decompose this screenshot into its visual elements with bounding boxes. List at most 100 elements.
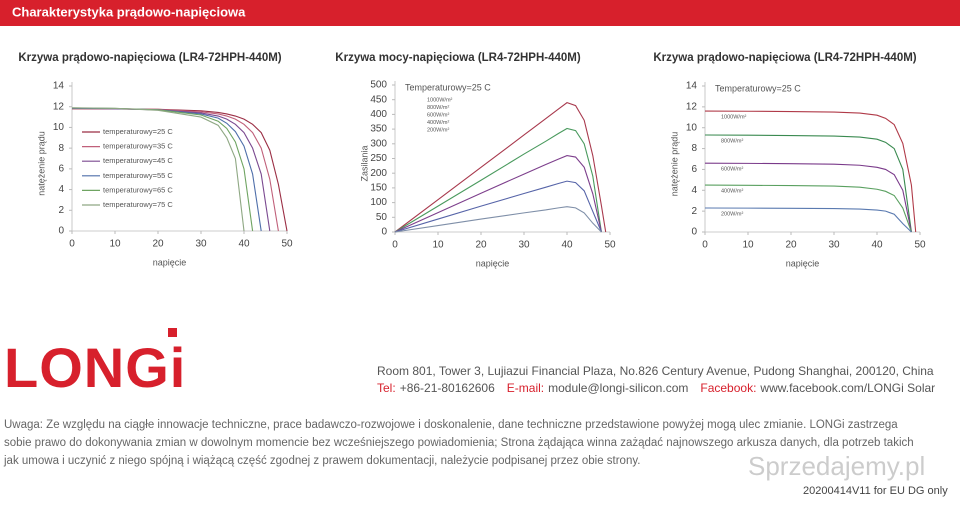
contact-value: www.facebook.com/LONGi Solar — [759, 381, 935, 395]
x-tick-label: 10 — [432, 240, 444, 251]
legend-label: temperaturowy=65 C — [103, 185, 173, 194]
y-tick-label: 500 — [370, 80, 387, 91]
y-tick-label: 12 — [686, 101, 698, 112]
chart-title: Krzywa prądowo-napięciowa (LR4-72HPH-440… — [653, 52, 916, 64]
legend-label: 200W/m² — [721, 211, 743, 217]
y-tick-label: 400 — [370, 109, 387, 120]
legend-label: temperaturowy=35 C — [103, 142, 173, 151]
legend-label: 600W/m² — [721, 167, 743, 173]
series-line — [394, 180, 602, 233]
series-line — [704, 207, 912, 233]
disclaimer-line: Uwaga: Ze względu na ciągłe innowacje te… — [4, 419, 898, 431]
header-bar — [0, 0, 960, 26]
legend-label: temperaturowy=45 C — [103, 156, 173, 165]
y-tick-label: 4 — [691, 185, 697, 196]
x-tick-label: 0 — [392, 240, 398, 251]
y-axis-label: Zasilania — [359, 145, 369, 181]
series-line — [71, 107, 245, 232]
x-tick-label: 40 — [238, 239, 250, 250]
legend-label: 1000W/m² — [427, 97, 453, 103]
x-axis-label: napięcie — [476, 258, 510, 268]
x-tick-label: 20 — [785, 240, 797, 251]
legend-label: temperaturowy=75 C — [103, 200, 173, 209]
x-tick-label: 50 — [281, 239, 293, 250]
y-tick-label: 4 — [58, 184, 64, 195]
x-tick-label: 10 — [742, 240, 754, 251]
contact-label: E-mail: — [507, 381, 544, 395]
y-tick-label: 2 — [58, 205, 64, 216]
x-tick-label: 10 — [109, 239, 121, 250]
x-tick-label: 50 — [914, 240, 926, 251]
x-tick-label: 20 — [152, 239, 164, 250]
y-axis-label: natężenie prądu — [36, 131, 46, 196]
legend-label: 800W/m² — [721, 138, 743, 144]
y-tick-label: 8 — [691, 143, 697, 154]
legend-label: 800W/m² — [427, 105, 449, 111]
x-tick-label: 30 — [195, 239, 207, 250]
logo-accent — [168, 328, 177, 337]
x-tick-label: 40 — [871, 240, 883, 251]
legend-label: 1000W/m² — [721, 114, 747, 120]
contact-value: +86-21-80162606 — [400, 381, 495, 395]
y-tick-label: 100 — [370, 197, 387, 208]
contact-value: module@longi-silicon.com — [548, 381, 688, 395]
logo: LONGi — [4, 336, 186, 399]
series-line — [394, 154, 602, 233]
legend-label: 200W/m² — [427, 127, 449, 133]
contact-label: Facebook: — [700, 381, 756, 395]
series-line — [704, 184, 912, 233]
address: Room 801, Tower 3, Lujiazui Financial Pl… — [377, 364, 934, 378]
version: 20200414V11 for EU DG only — [803, 485, 948, 497]
x-tick-label: 0 — [69, 239, 75, 250]
y-tick-label: 300 — [370, 138, 387, 149]
x-tick-label: 20 — [475, 240, 487, 251]
series-line — [704, 110, 917, 233]
y-tick-label: 14 — [686, 81, 698, 92]
x-tick-label: 30 — [518, 240, 530, 251]
y-tick-label: 0 — [381, 227, 387, 238]
contacts: Tel: +86-21-80162606 E-mail: module@longi-s… — [377, 381, 935, 395]
y-tick-label: 8 — [58, 143, 64, 154]
x-axis-label: napięcie — [153, 257, 187, 267]
series-line — [704, 134, 912, 233]
y-tick-label: 14 — [53, 81, 65, 92]
watermark: Sprzedajemy.pl — [748, 451, 925, 481]
chart-title: Krzywa mocy-napięciowa (LR4-72HPH-440M) — [335, 52, 581, 64]
y-tick-label: 200 — [370, 168, 387, 179]
y-tick-label: 6 — [691, 164, 697, 175]
legend-label: 400W/m² — [427, 120, 449, 126]
y-tick-label: 6 — [58, 163, 64, 174]
y-tick-label: 2 — [691, 206, 697, 217]
y-tick-label: 50 — [376, 212, 388, 223]
annotation: Temperaturowy=25 C — [405, 82, 491, 92]
x-axis-label: napięcie — [786, 258, 820, 268]
chart-title: Krzywa prądowo-napięciowa (LR4-72HPH-440… — [18, 52, 281, 64]
y-tick-label: 350 — [370, 124, 387, 135]
y-tick-label: 250 — [370, 153, 387, 164]
x-tick-label: 40 — [561, 240, 573, 251]
y-axis-label: natężenie prądu — [669, 132, 679, 197]
y-tick-label: 12 — [53, 101, 65, 112]
y-tick-label: 0 — [691, 227, 697, 238]
annotation: Temperaturowy=25 C — [715, 83, 801, 93]
disclaimer: Uwaga: Ze względu na ciągłe innowacje te… — [3, 419, 914, 467]
series-line — [704, 162, 912, 233]
legend-label: temperaturowy=25 C — [103, 127, 173, 136]
y-tick-label: 10 — [53, 122, 65, 133]
y-tick-label: 0 — [58, 226, 64, 237]
header-title: Charakterystyka prądowo-napięciowa — [12, 4, 246, 19]
y-tick-label: 10 — [686, 122, 698, 133]
y-tick-label: 150 — [370, 183, 387, 194]
legend-label: 600W/m² — [427, 112, 449, 118]
x-tick-label: 30 — [828, 240, 840, 251]
disclaimer-line: jak umowa i uczynić z niego spójną i wią… — [3, 455, 640, 467]
y-tick-label: 450 — [370, 94, 387, 105]
x-tick-label: 50 — [604, 240, 616, 251]
series-line — [394, 206, 602, 233]
contact-label: Tel: — [377, 381, 396, 395]
series-line — [394, 102, 607, 233]
series-line — [394, 127, 602, 233]
x-tick-label: 0 — [702, 240, 708, 251]
legend-label: temperaturowy=55 C — [103, 171, 173, 180]
